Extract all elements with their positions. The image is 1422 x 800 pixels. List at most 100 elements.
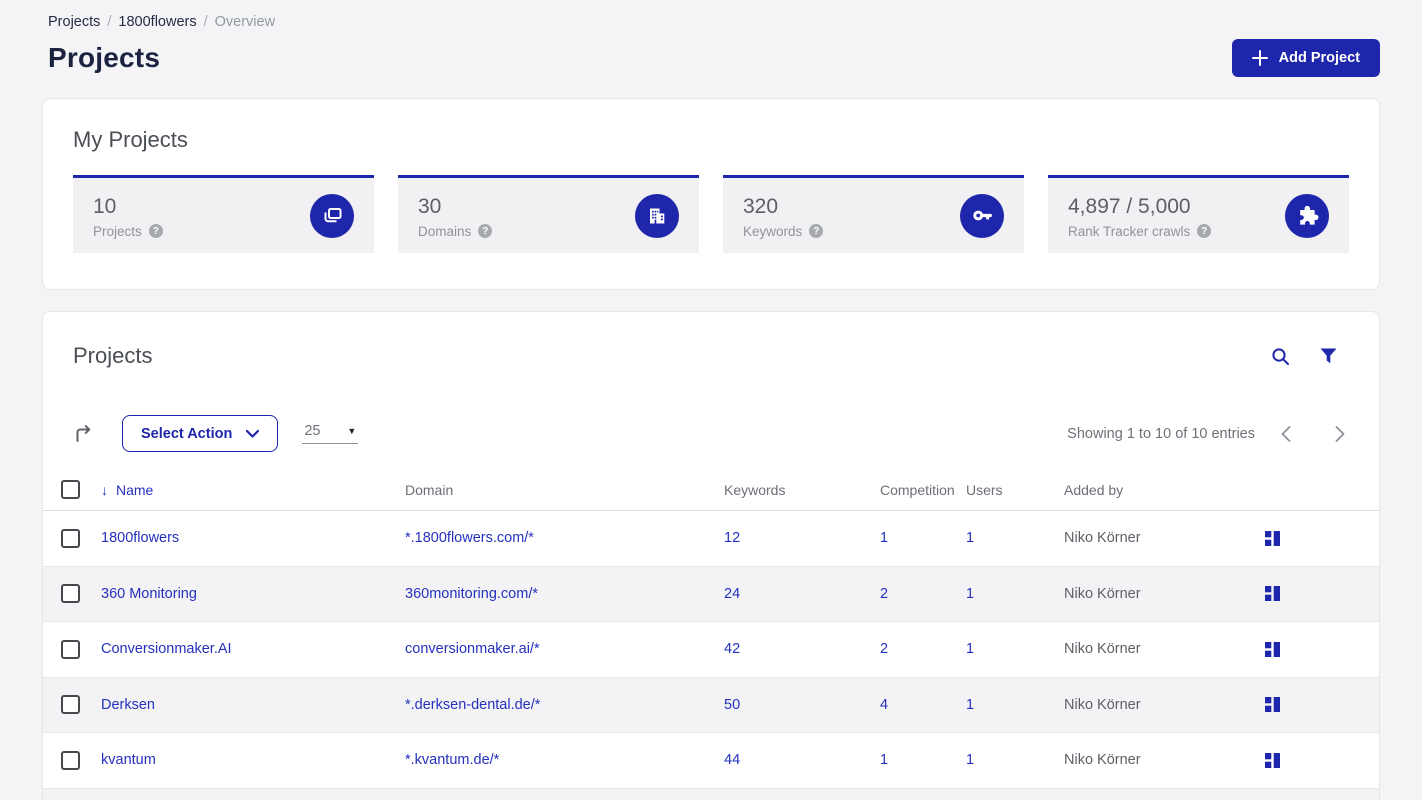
project-name-link[interactable]: Derksen [101, 696, 155, 713]
entries-summary: Showing 1 to 10 of 10 entries [1067, 425, 1255, 442]
key-icon [960, 193, 1004, 238]
chevron-down-icon [246, 429, 260, 438]
stat-card-projects: 10 Projects ? [73, 175, 374, 253]
row-checkbox[interactable] [61, 528, 80, 548]
pagination-prev-button[interactable] [1277, 422, 1295, 446]
dashboard-icon [1265, 641, 1280, 657]
project-name-link[interactable]: 360 Monitoring [101, 585, 197, 602]
projects-table: ↓ Name Domain Keywords Competition Users… [43, 469, 1379, 800]
dashboard-icon [1265, 530, 1280, 546]
stat-card-domains: 30 Domains ? [398, 175, 699, 253]
column-header-keywords[interactable]: Keywords [724, 481, 786, 498]
plus-icon [1251, 50, 1268, 66]
search-button[interactable] [1271, 347, 1290, 366]
column-header-domain[interactable]: Domain [405, 481, 454, 498]
column-header-name[interactable]: ↓ Name [101, 481, 154, 498]
users-count-cell: 1 [966, 530, 975, 547]
select-all-checkbox[interactable] [61, 480, 80, 499]
row-checkbox[interactable] [61, 750, 80, 770]
breadcrumb-projects[interactable]: Projects [48, 14, 101, 30]
building-icon [635, 193, 679, 238]
breadcrumb-separator: / [203, 14, 208, 30]
competition-count-cell: 1 [880, 752, 889, 769]
export-arrow-button[interactable] [73, 423, 94, 444]
breadcrumb-1800flowers[interactable]: 1800flowers [118, 14, 197, 30]
stat-card-rank-tracker: 4,897 / 5,000 Rank Tracker crawls ? [1048, 175, 1349, 253]
column-header-added-by[interactable]: Added by [1064, 481, 1124, 498]
row-checkbox[interactable] [61, 639, 80, 659]
my-projects-title: My Projects [73, 127, 188, 152]
add-project-label: Add Project [1278, 50, 1360, 66]
domains-count: 30 [418, 194, 442, 218]
dashboard-icon [1265, 752, 1280, 768]
keywords-count-cell: 24 [724, 585, 741, 602]
competition-count-cell: 4 [880, 696, 889, 713]
help-icon[interactable]: ? [809, 224, 824, 238]
project-dashboard-button[interactable] [1263, 529, 1379, 548]
column-header-competition[interactable]: Competition [880, 481, 955, 498]
project-name-link[interactable]: 1800flowers [101, 530, 180, 547]
keywords-count-cell: 44 [724, 752, 741, 769]
help-icon[interactable]: ? [1197, 224, 1212, 238]
domains-count-label: Domains [418, 223, 472, 239]
stat-card-keywords: 320 Keywords ? [723, 175, 1024, 253]
added-by-cell: Niko Körner [1064, 641, 1141, 658]
table-row: 1800flowers *.1800flowers.com/* 12 1 1 N… [43, 511, 1379, 567]
keywords-count-cell: 50 [724, 696, 741, 713]
added-by-cell: Niko Körner [1064, 696, 1141, 713]
project-dashboard-button[interactable] [1263, 584, 1379, 603]
project-domain-link[interactable]: 360monitoring.com/* [405, 585, 538, 602]
help-icon[interactable]: ? [478, 224, 493, 238]
project-domain-link[interactable]: *.derksen-dental.de/* [405, 696, 541, 713]
my-projects-card: My Projects 10 Projects ? [42, 98, 1380, 290]
users-count-cell: 1 [966, 696, 975, 713]
projects-table-title: Projects [73, 343, 153, 368]
project-domain-link[interactable]: *.kvantum.de/* [405, 752, 500, 769]
table-row: kvantum *.kvantum.de/* 44 1 1 Niko Körne… [43, 733, 1379, 789]
projects-table-card: Projects [42, 311, 1380, 800]
projects-copy-icon [310, 193, 354, 238]
pagination-next-button[interactable] [1331, 422, 1349, 446]
table-toolbar: Select Action 25 ▼ Showing 1 to 10 of 10… [43, 415, 1379, 452]
search-icon [1271, 347, 1290, 366]
rank-tracker-count: 4,897 / 5,000 [1068, 194, 1191, 218]
project-name-link[interactable]: Conversionmaker.AI [101, 641, 232, 658]
chevron-left-icon [1281, 425, 1291, 442]
added-by-cell: Niko Körner [1064, 530, 1141, 547]
table-row: Conversionmaker.AI conversionmaker.ai/* … [43, 622, 1379, 678]
row-checkbox[interactable] [61, 695, 80, 715]
projects-count-label: Projects [93, 223, 142, 239]
row-checkbox[interactable] [61, 584, 80, 604]
add-project-button[interactable]: Add Project [1231, 39, 1380, 77]
added-by-cell: Niko Körner [1064, 585, 1141, 602]
competition-count-cell: 2 [880, 585, 889, 602]
keywords-count-cell: 12 [724, 530, 741, 547]
project-dashboard-button[interactable] [1263, 751, 1379, 770]
sort-arrow-down-icon: ↓ [101, 481, 108, 498]
help-icon[interactable]: ? [148, 224, 163, 238]
table-header-row: ↓ Name Domain Keywords Competition Users… [43, 469, 1379, 511]
chevron-right-icon [1335, 425, 1345, 442]
added-by-cell: Niko Körner [1064, 752, 1141, 769]
project-dashboard-button[interactable] [1263, 640, 1379, 659]
breadcrumb-overview: Overview [214, 14, 276, 30]
keywords-count-cell: 42 [724, 641, 741, 658]
dashboard-icon [1265, 697, 1280, 713]
filter-button[interactable] [1320, 348, 1337, 364]
project-name-link[interactable]: kvantum [101, 752, 156, 769]
projects-count: 10 [93, 194, 117, 218]
column-header-users[interactable]: Users [966, 481, 1003, 498]
project-domain-link[interactable]: conversionmaker.ai/* [405, 641, 540, 658]
keywords-count: 320 [743, 194, 779, 218]
rank-tracker-label: Rank Tracker crawls [1068, 223, 1191, 239]
select-action-dropdown[interactable]: Select Action [122, 415, 279, 452]
competition-count-cell: 2 [880, 641, 889, 658]
users-count-cell: 1 [966, 752, 975, 769]
page-size-select[interactable]: 25 ▼ [302, 423, 359, 444]
select-caret-icon: ▼ [347, 426, 357, 436]
project-dashboard-button[interactable] [1263, 695, 1379, 714]
table-row [43, 788, 1379, 800]
project-domain-link[interactable]: *.1800flowers.com/* [405, 530, 534, 547]
table-row: 360 Monitoring 360monitoring.com/* 24 2 … [43, 566, 1379, 622]
